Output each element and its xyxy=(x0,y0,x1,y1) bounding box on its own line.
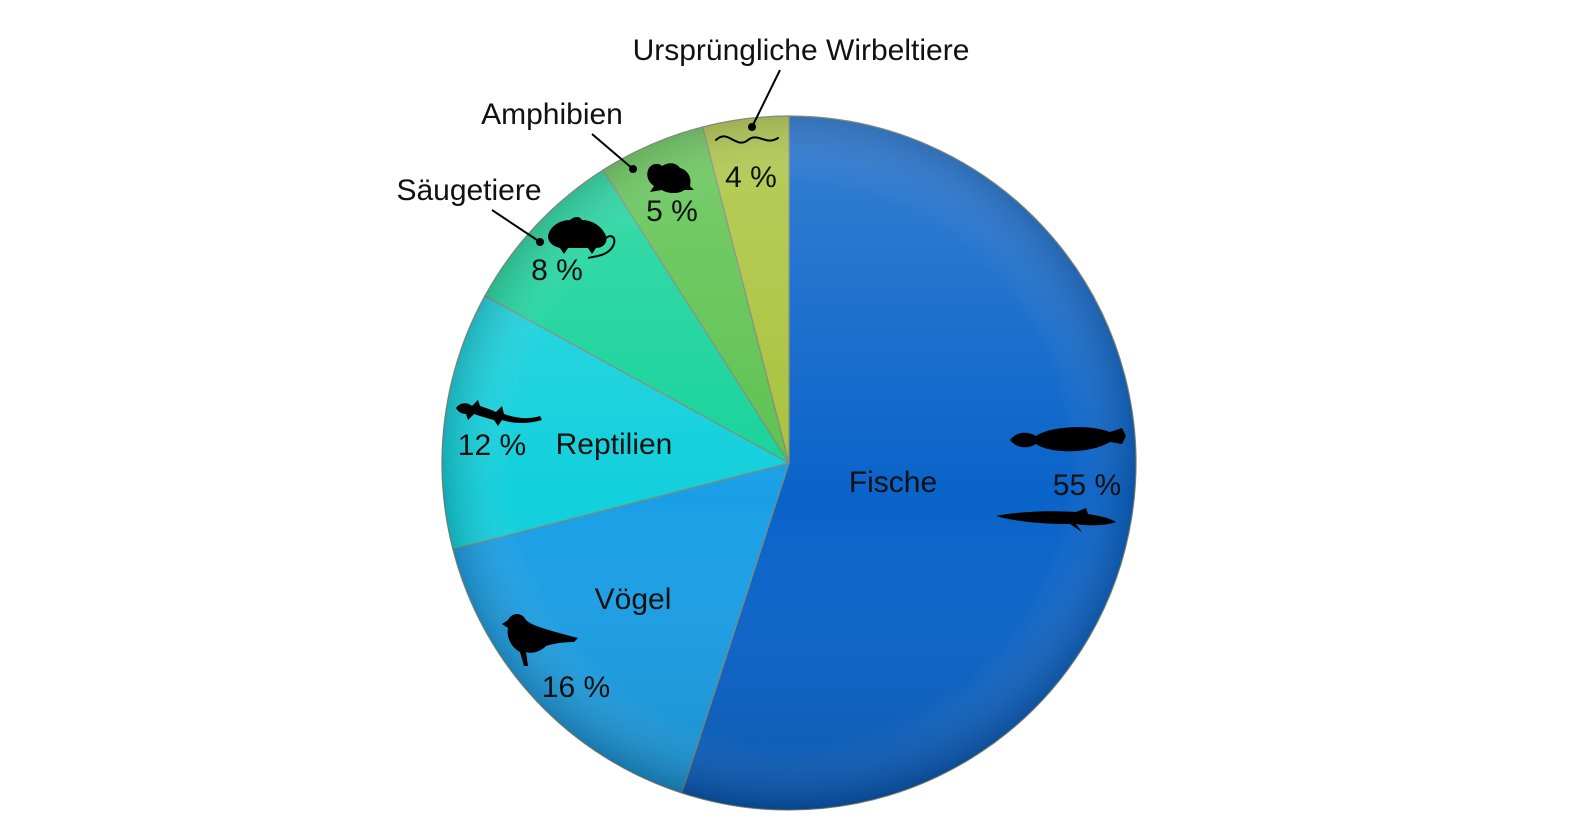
category-label-voegel: Vögel xyxy=(595,583,672,616)
value-label-amphibien: 5 % xyxy=(646,195,698,228)
value-label-urspruengliche-wirbeltiere: 4 % xyxy=(725,161,777,194)
category-label-fische: Fische xyxy=(849,466,937,499)
rat-icon xyxy=(548,217,616,259)
value-label-voegel: 16 % xyxy=(542,671,610,704)
leader-line-urspruengliche-wirbeltiere xyxy=(751,69,781,128)
value-label-fische: 55 % xyxy=(1053,469,1121,502)
leader-dot-saeugetiere xyxy=(536,238,544,246)
bird-icon xyxy=(502,614,578,666)
category-label-reptilien: Reptilien xyxy=(556,428,673,461)
fish-icon xyxy=(996,508,1116,532)
fish-icon xyxy=(1010,427,1126,452)
leader-lines xyxy=(491,69,781,246)
leader-dot-urspruengliche-wirbeltiere xyxy=(748,123,756,131)
leader-line-amphibien xyxy=(591,133,634,170)
leader-dot-amphibien xyxy=(629,165,637,173)
slices xyxy=(441,115,1137,811)
lamprey-icon xyxy=(715,135,779,144)
lizard-icon xyxy=(456,400,542,426)
value-label-saeugetiere: 8 % xyxy=(531,254,583,287)
icons xyxy=(456,135,1126,666)
category-label-urspruengliche-wirbeltiere: Ursprüngliche Wirbeltiere xyxy=(633,34,970,67)
value-label-reptilien: 12 % xyxy=(458,429,526,462)
leader-line-saeugetiere xyxy=(491,209,541,243)
category-label-amphibien: Amphibien xyxy=(481,98,623,131)
labels: Fische Vögel Reptilien Säugetiere Amphibien U… xyxy=(396,34,1121,704)
frog-icon xyxy=(647,163,694,193)
category-label-saeugetiere: Säugetiere xyxy=(396,174,541,207)
